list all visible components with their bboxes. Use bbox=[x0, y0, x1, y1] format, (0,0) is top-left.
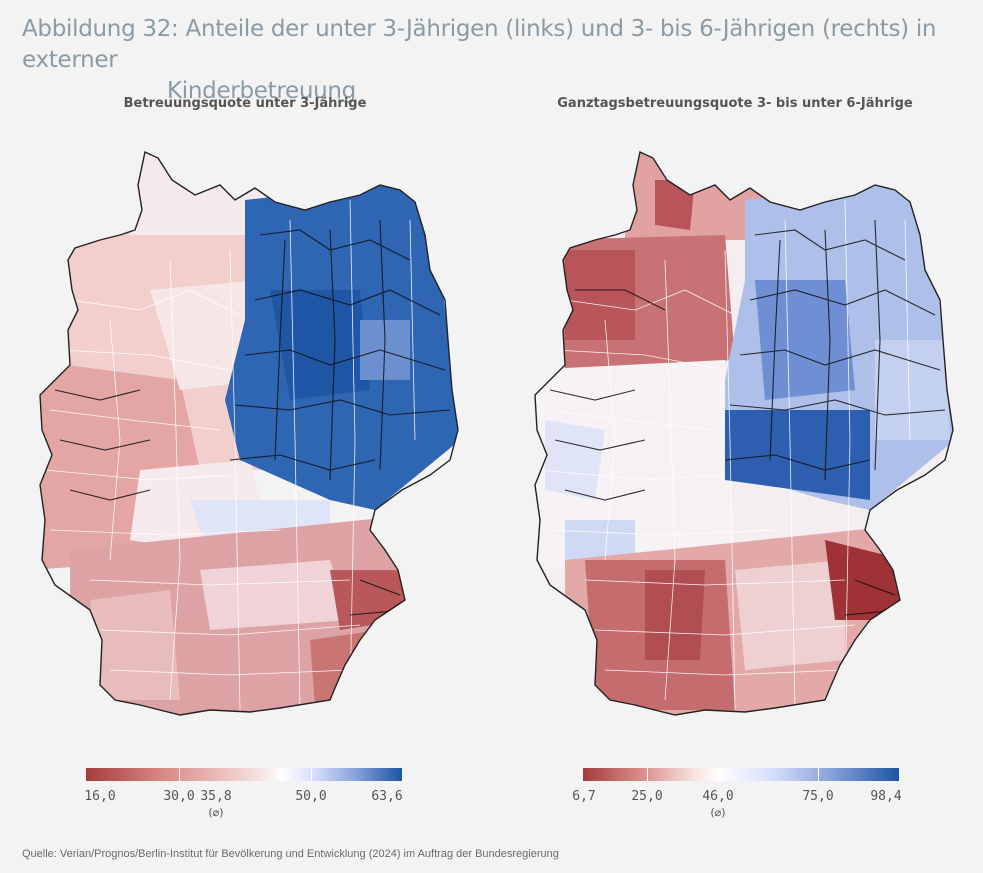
legend-left-tick-line bbox=[311, 768, 312, 781]
legend-right-tick-label: 75,0 bbox=[802, 789, 834, 804]
legend-left-average-label: (⌀) bbox=[208, 806, 224, 819]
legend-right-tick-line bbox=[818, 768, 819, 781]
legend-right-tick-label: 25,0 bbox=[631, 789, 663, 804]
legend-left-tick-label: 30,0 bbox=[163, 789, 195, 804]
map-title-right: Ganztagsbetreuungsquote 3- bis unter 6-J… bbox=[557, 96, 913, 111]
legend-left-tick-label: 63,6 bbox=[371, 789, 403, 804]
legend-right-average-label: (⌀) bbox=[710, 806, 726, 819]
map-right-district-lines bbox=[539, 199, 911, 711]
map-right-3to6 bbox=[534, 150, 954, 716]
figure-title-line2: Kinderbetreuung bbox=[167, 78, 356, 104]
map-left-district-lines bbox=[44, 199, 416, 711]
legend-right-tick-label: 6,7 bbox=[572, 789, 596, 804]
map-left-bold-borders bbox=[54, 219, 451, 616]
figure-title: Abbildung 32: Anteile der unter 3-Jährig… bbox=[22, 14, 962, 107]
figure-title-line1: Abbildung 32: Anteile der unter 3-Jährig… bbox=[22, 16, 937, 73]
map-right-germany-outline bbox=[534, 150, 954, 716]
legend-left-tick-label: 35,8 bbox=[200, 789, 232, 804]
legend-left-tick-label: 50,0 bbox=[295, 789, 327, 804]
map-left-germany-outline bbox=[39, 150, 459, 716]
map-title-left: Betreuungsquote unter 3-Jährige bbox=[123, 96, 367, 111]
source-note: Quelle: Verian/Prognos/Berlin-Institut f… bbox=[22, 848, 559, 860]
legend-left-tick-label: 16,0 bbox=[84, 789, 116, 804]
map-left-under3 bbox=[39, 150, 459, 716]
map-left-regions bbox=[40, 152, 458, 715]
legend-bar-left bbox=[86, 768, 402, 781]
legend-bar-right bbox=[583, 768, 899, 781]
map-right-bold-borders bbox=[549, 219, 946, 616]
legend-right-tick-label: 46,0 bbox=[702, 789, 734, 804]
legend-right-tick-label: 98,4 bbox=[870, 789, 902, 804]
legend-right-tick-line bbox=[647, 768, 648, 781]
map-right-regions bbox=[535, 152, 953, 715]
legend-left-tick-line bbox=[179, 768, 180, 781]
